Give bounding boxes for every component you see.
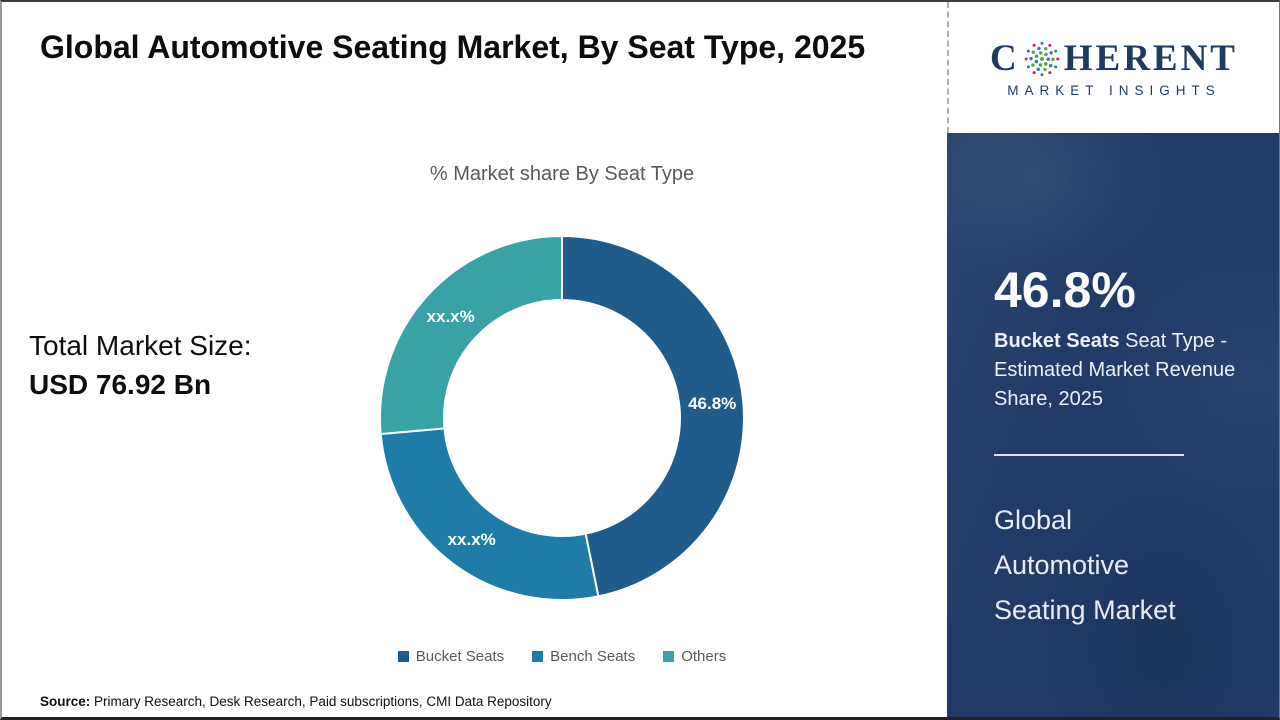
- highlight-stat-description: Bucket Seats Seat Type - Estimated Marke…: [994, 327, 1246, 414]
- logo-wordmark: C HERENT: [990, 37, 1238, 79]
- donut-chart: 46.8% xx.x% xx.x%: [379, 234, 745, 601]
- chart-segment-bench-seats: [379, 427, 600, 601]
- source-note: Source: Primary Research, Desk Research,…: [40, 694, 552, 709]
- logo-letter-c: C: [990, 37, 1020, 79]
- logo: C HERENT MARKET INSIGHTS: [947, 2, 1279, 133]
- legend-item-others: Others: [663, 648, 726, 665]
- legend-swatch-icon: [663, 651, 675, 662]
- legend-swatch-icon: [532, 651, 544, 662]
- page-title: Global Automotive Seating Market, By Sea…: [40, 29, 866, 65]
- chart-legend: Bucket Seats Bench Seats Others: [182, 648, 942, 665]
- legend-label: Bucket Seats: [415, 648, 505, 665]
- source-text: Primary Research, Desk Research, Paid su…: [90, 694, 552, 709]
- legend-swatch-icon: [397, 651, 409, 662]
- sidebar: C HERENT MARKET INSIGHTS 46.8% Bucket Se…: [947, 2, 1279, 717]
- highlight-stat-value: 46.8%: [994, 262, 1136, 318]
- segment-label-bench-seats: xx.x%: [448, 530, 496, 549]
- legend-label: Others: [681, 648, 727, 665]
- logo-word-rest: HERENT: [1063, 37, 1238, 79]
- legend-item-bench-seats: Bench Seats: [532, 648, 635, 665]
- segment-label-others: xx.x%: [426, 307, 474, 326]
- legend-item-bucket-seats: Bucket Seats: [397, 648, 505, 665]
- segment-label-bucket-seats: 46.8%: [688, 394, 736, 413]
- source-label: Source:: [40, 694, 91, 709]
- highlight-stat-rest: Seat Type - Estimated Market Revenue Sha…: [994, 330, 1236, 410]
- legend-label: Bench Seats: [550, 648, 636, 665]
- total-market-size-value: USD 76.92 Bn: [29, 369, 212, 400]
- chart-segment-others: [379, 234, 563, 436]
- total-market-size: Total Market Size: USD 76.92 Bn: [29, 326, 252, 404]
- divider-line: [994, 454, 1184, 456]
- highlight-stat-segment: Bucket Seats: [994, 330, 1120, 352]
- total-market-size-label: Total Market Size:: [29, 330, 252, 361]
- chart-segment-bucket-seats: [561, 234, 745, 598]
- logo-subtitle: MARKET INSIGHTS: [1007, 83, 1221, 98]
- market-name: Global Automotive Seating Market: [994, 505, 1176, 625]
- sidebar-panel: 46.8% Bucket Seats Seat Type - Estimated…: [947, 133, 1279, 717]
- globe-dots-icon: [1024, 41, 1060, 77]
- chart-title: % Market share By Seat Type: [429, 163, 695, 185]
